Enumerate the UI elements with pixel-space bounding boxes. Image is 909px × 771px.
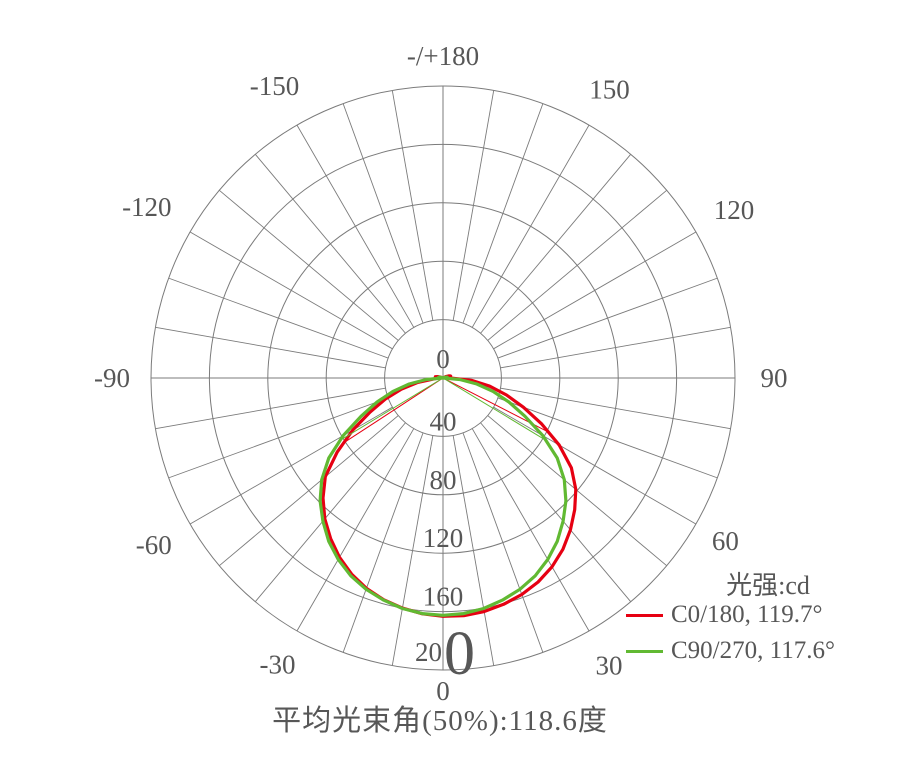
grid-spoke [480, 422, 632, 602]
angle-label--150: -150 [250, 71, 300, 101]
legend-item-c0-180: C0/180, 119.7° [626, 601, 822, 629]
grid-spoke [296, 124, 415, 328]
angle-label-90: 90 [761, 363, 788, 393]
grid-spoke [471, 428, 590, 632]
angle-label--60: -60 [136, 530, 172, 560]
grid-spoke [500, 387, 731, 430]
grid-spoke [391, 435, 434, 666]
grid-spoke [500, 326, 731, 369]
grid-spoke [155, 387, 386, 430]
grid-spoke [493, 406, 697, 525]
grid-spoke [452, 90, 495, 321]
grid-spoke [462, 103, 544, 324]
grid-spoke [342, 103, 424, 324]
radial-label-120: 120 [423, 523, 464, 553]
radial-label-80: 80 [430, 465, 457, 495]
grid-spoke [254, 154, 406, 334]
radial-label-40: 40 [430, 406, 457, 436]
grid-spoke [168, 277, 389, 359]
angle-label--90: -90 [94, 363, 130, 393]
beam-angle-line-c0-180 [342, 377, 444, 444]
legend-swatch-c90-270 [626, 649, 663, 653]
angle-label--120: -120 [122, 192, 172, 222]
grid-spoke [189, 231, 393, 350]
angle-label--/+180: -/+180 [407, 41, 479, 71]
grid-spoke [493, 231, 697, 350]
legend-label-c0-180: C0/180, 119.7° [671, 601, 823, 628]
series-curve-c90-270 [318, 375, 568, 617]
beam-angle-line-c90-270 [341, 377, 444, 440]
beam-angle-line-c90-270 [442, 377, 545, 440]
grid-spoke [497, 397, 718, 479]
legend-item-c90-270: C90/270, 117.6° [626, 637, 835, 665]
radial-label-160: 160 [423, 582, 464, 612]
grid-spoke [480, 154, 632, 334]
grid-spoke [487, 189, 667, 341]
grid-spoke [471, 124, 590, 328]
grid-spoke [452, 435, 495, 666]
grid-spoke [219, 415, 399, 567]
radial-label-200-big-zero: 0 [444, 620, 475, 688]
angle-label-30: 30 [596, 651, 623, 681]
angle-label-150: 150 [589, 75, 630, 105]
grid-spoke [497, 277, 718, 359]
angle-label--30: -30 [260, 650, 296, 680]
legend-title: 光强:cd [726, 571, 810, 600]
grid-spoke [342, 432, 424, 653]
grid-spoke [168, 397, 389, 479]
grid-spoke [189, 406, 393, 525]
grid-spoke [254, 422, 406, 602]
grid-spoke [296, 428, 415, 632]
radial-label-200-prefix: 20 [415, 637, 442, 667]
beam-angle-caption: 平均光束角(50%):118.6度 [272, 705, 608, 737]
grid-spoke [219, 189, 399, 341]
angle-label-120: 120 [714, 195, 755, 225]
grid-spoke [462, 432, 544, 653]
legend-label-c90-270: C90/270, 117.6° [671, 637, 835, 664]
angle-label-0: 0 [436, 676, 450, 706]
angle-label-60: 60 [712, 526, 739, 556]
grid-spoke [391, 90, 434, 321]
grid-spoke [155, 326, 386, 369]
radial-label-0: 0 [436, 344, 450, 374]
legend-swatch-c0-180 [626, 613, 663, 617]
